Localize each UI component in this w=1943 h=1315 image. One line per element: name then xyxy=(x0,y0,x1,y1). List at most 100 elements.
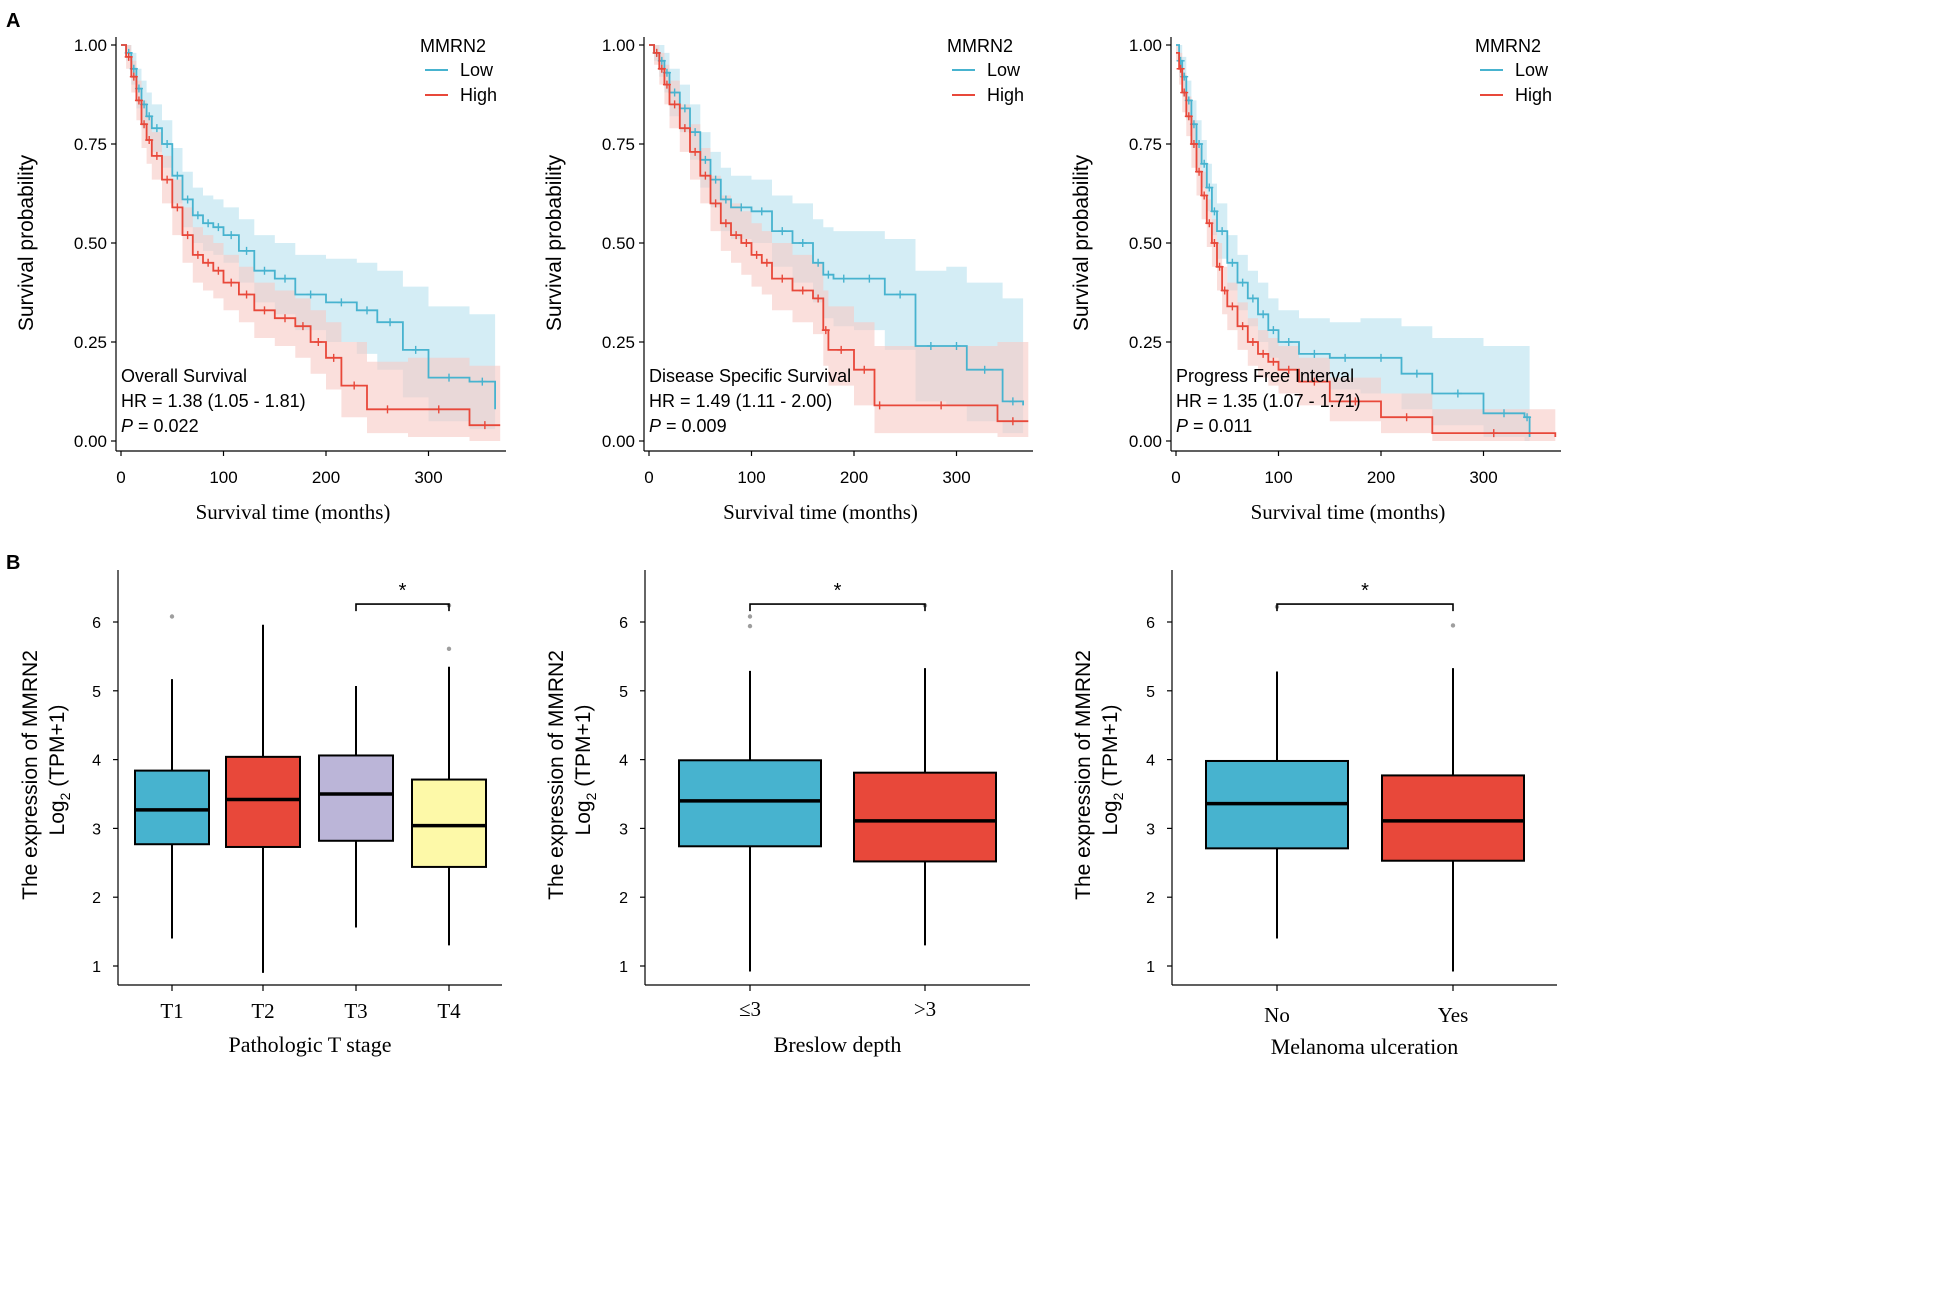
censor-mark xyxy=(680,124,689,133)
legend-item-low: Low xyxy=(1515,60,1549,80)
ci-band-low xyxy=(649,45,1024,437)
censor-mark xyxy=(337,298,346,307)
y-axis-label: Survival probability xyxy=(1070,154,1093,331)
y-tick-label: 2 xyxy=(619,890,628,907)
outlier-point xyxy=(446,646,452,652)
censor-mark xyxy=(1284,365,1293,374)
censor-mark xyxy=(1176,56,1185,65)
censor-mark xyxy=(737,203,746,212)
censor-mark xyxy=(778,227,787,236)
censor-mark xyxy=(1008,397,1017,406)
category-label: No xyxy=(1264,1003,1290,1027)
censor-mark xyxy=(742,239,751,247)
p-value: = 0.009 xyxy=(661,416,727,436)
legend-item-low: Low xyxy=(987,60,1021,80)
censor-mark xyxy=(711,175,720,184)
y-tick-label: 0.25 xyxy=(74,333,107,352)
censor-mark xyxy=(1220,286,1229,295)
censor-mark xyxy=(752,250,761,259)
y-axis-label: Survival probability xyxy=(15,154,38,331)
hazard-ratio-label: HR = 1.35 (1.07 - 1.71) xyxy=(1176,391,1361,411)
ci-band-high xyxy=(121,45,501,441)
censor-mark xyxy=(383,405,392,414)
y-tick-label: 2 xyxy=(92,890,101,907)
x-tick-label: 200 xyxy=(840,468,868,487)
y-axis-sublabel-log: Log xyxy=(572,800,595,835)
censor-mark xyxy=(1377,353,1385,362)
censor-mark xyxy=(652,48,661,57)
censor-mark xyxy=(173,171,182,180)
x-axis-label: Pathologic T stage xyxy=(229,1032,392,1057)
y-axis-label: Survival probability xyxy=(543,154,566,331)
y-tick-label: 0.50 xyxy=(1129,234,1162,253)
y-tick-label: 0.00 xyxy=(1129,432,1162,451)
significance-marker: * xyxy=(834,580,842,602)
censor-mark xyxy=(1210,239,1219,247)
y-axis-sublabel-log: Log xyxy=(1099,800,1122,835)
censor-mark xyxy=(860,365,869,374)
y-axis-sublabel-base: 2 xyxy=(1110,792,1126,800)
box-2 xyxy=(318,754,394,842)
censor-mark xyxy=(1218,227,1227,236)
censor-mark xyxy=(140,120,149,129)
censor-mark xyxy=(1238,322,1247,331)
x-tick-label: 200 xyxy=(1367,468,1395,487)
y-tick-label: 6 xyxy=(92,615,101,632)
censor-mark xyxy=(814,258,823,267)
p-symbol: P xyxy=(121,416,133,436)
x-tick-label: 300 xyxy=(1469,468,1497,487)
y-tick-label: 0.25 xyxy=(602,333,635,352)
censor-mark xyxy=(1200,191,1209,200)
censor-mark xyxy=(980,365,989,374)
survival-line-low xyxy=(649,44,1024,406)
censor-mark xyxy=(814,294,823,303)
x-tick-label: 100 xyxy=(1264,468,1292,487)
y-tick-label: 1.00 xyxy=(1129,36,1162,55)
legend-title: MMRN2 xyxy=(947,36,1013,56)
x-axis-label: Breslow depth xyxy=(774,1032,902,1057)
censor-mark xyxy=(1259,310,1268,319)
censor-mark xyxy=(657,64,666,73)
ci-band-high xyxy=(1176,45,1556,441)
legend-item-high: High xyxy=(987,85,1024,105)
survival-line-high xyxy=(649,44,1029,423)
censor-mark xyxy=(227,278,236,287)
censor-mark xyxy=(670,100,679,109)
censor-mark xyxy=(227,231,236,240)
legend-item-low: Low xyxy=(460,60,494,80)
censor-mark xyxy=(662,80,671,89)
panel-label-a: A xyxy=(6,10,20,32)
censor-mark xyxy=(204,258,213,267)
significance-marker: * xyxy=(1361,580,1369,602)
p-value-label: P = 0.022 xyxy=(121,416,199,436)
censor-mark xyxy=(721,195,730,204)
box-3 xyxy=(411,778,487,868)
legend-item-high: High xyxy=(1515,85,1552,105)
y-axis-sublabel-base: 2 xyxy=(57,792,73,800)
legend-title: MMRN2 xyxy=(1475,36,1541,56)
censor-mark xyxy=(1269,357,1278,366)
censor-mark xyxy=(183,231,192,240)
censor-mark xyxy=(670,88,679,97)
box-1 xyxy=(225,755,301,848)
hazard-ratio-label: HR = 1.49 (1.11 - 2.00) xyxy=(649,391,832,411)
p-symbol: P xyxy=(649,416,661,436)
y-tick-label: 4 xyxy=(619,753,628,770)
censor-mark xyxy=(145,136,154,145)
outlier-point xyxy=(747,623,753,629)
censor-mark xyxy=(691,147,700,156)
significance-bracket xyxy=(1276,603,1454,612)
box-0 xyxy=(134,769,210,846)
censor-mark xyxy=(1205,183,1214,192)
y-axis-sublabel-unit: (TPM+1) xyxy=(572,705,595,793)
censor-mark xyxy=(281,274,289,283)
y-tick-label: 0.50 xyxy=(602,234,635,253)
y-axis-sublabel-base: 2 xyxy=(583,792,599,800)
legend-item-high: High xyxy=(460,85,497,105)
censor-mark xyxy=(329,353,338,362)
censor-mark xyxy=(480,421,489,430)
censor-mark xyxy=(204,219,213,228)
censor-mark xyxy=(865,274,874,283)
box-panel-1: 1 2 3 4 5 6 T1 T2 T3 T4 * Pathologic T stage The exp… xyxy=(19,570,502,1057)
y-tick-label: 4 xyxy=(1146,753,1155,770)
